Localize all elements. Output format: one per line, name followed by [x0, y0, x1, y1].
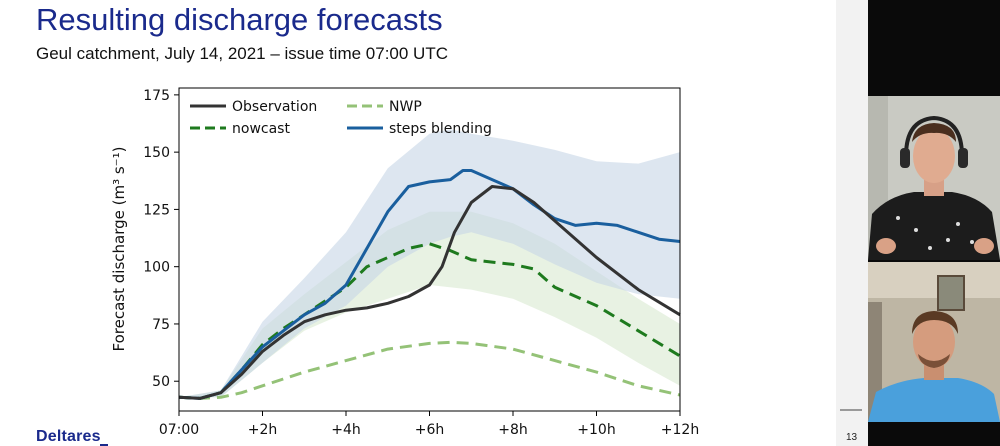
y-tick-label: 175 — [143, 88, 170, 104]
slide-sidebar — [836, 0, 868, 446]
series-line-nowcast — [178, 242, 681, 400]
legend-label-steps-blending: steps blending — [389, 121, 492, 137]
x-axis: 07:00 +2h +4h +6h +8h +10h +12h — [159, 411, 699, 438]
participant-2-video — [868, 262, 1000, 422]
video-tile-participant-1[interactable] — [868, 96, 1000, 260]
legend-label-observation: Observation — [232, 99, 317, 115]
series-line-steps-blending — [178, 169, 681, 400]
series-line-observation — [178, 185, 681, 400]
sidebar-divider — [840, 409, 862, 411]
x-tick-label: 07:00 — [159, 422, 199, 438]
x-tick-label: +4h — [331, 422, 361, 438]
participant-1-video — [868, 96, 1000, 260]
series-line-nwp — [178, 340, 681, 400]
y-tick-label: 75 — [152, 317, 170, 333]
chart-legend: Observation nowcast NWP steps blending — [190, 99, 492, 137]
x-tick-label: +12h — [661, 422, 699, 438]
y-tick-label: 100 — [143, 260, 170, 276]
legend-label-nwp: NWP — [389, 99, 422, 115]
legend-label-nowcast: nowcast — [232, 121, 290, 137]
band-steps-blending — [179, 129, 680, 398]
series-lines — [178, 169, 681, 400]
discharge-chart: 07:00 +2h +4h +6h +8h +10h +12h 50 75 100 125 150 1… — [110, 87, 699, 438]
slide: Resulting discharge forecasts Geul catch… — [36, 2, 700, 446]
y-tick-label: 150 — [143, 145, 170, 161]
y-axis-label: Forecast discharge (m³ s⁻¹) — [110, 147, 128, 352]
video-tile-participant-2[interactable] — [868, 262, 1000, 422]
page-number: 13 — [846, 432, 858, 443]
y-axis: 50 75 100 125 150 175 — [143, 88, 179, 390]
x-tick-label: +2h — [248, 422, 278, 438]
y-tick-label: 50 — [152, 374, 170, 390]
x-tick-label: +10h — [577, 422, 615, 438]
uncertainty-bands — [179, 129, 680, 398]
x-tick-label: +8h — [498, 422, 528, 438]
y-tick-label: 125 — [143, 202, 170, 218]
slide-title: Resulting discharge forecasts — [36, 2, 443, 37]
slide-subtitle: Geul catchment, July 14, 2021 – issue ti… — [36, 44, 448, 63]
logo-underline — [100, 444, 108, 446]
x-tick-label: +6h — [415, 422, 445, 438]
deltares-logo: Deltares — [36, 428, 101, 445]
